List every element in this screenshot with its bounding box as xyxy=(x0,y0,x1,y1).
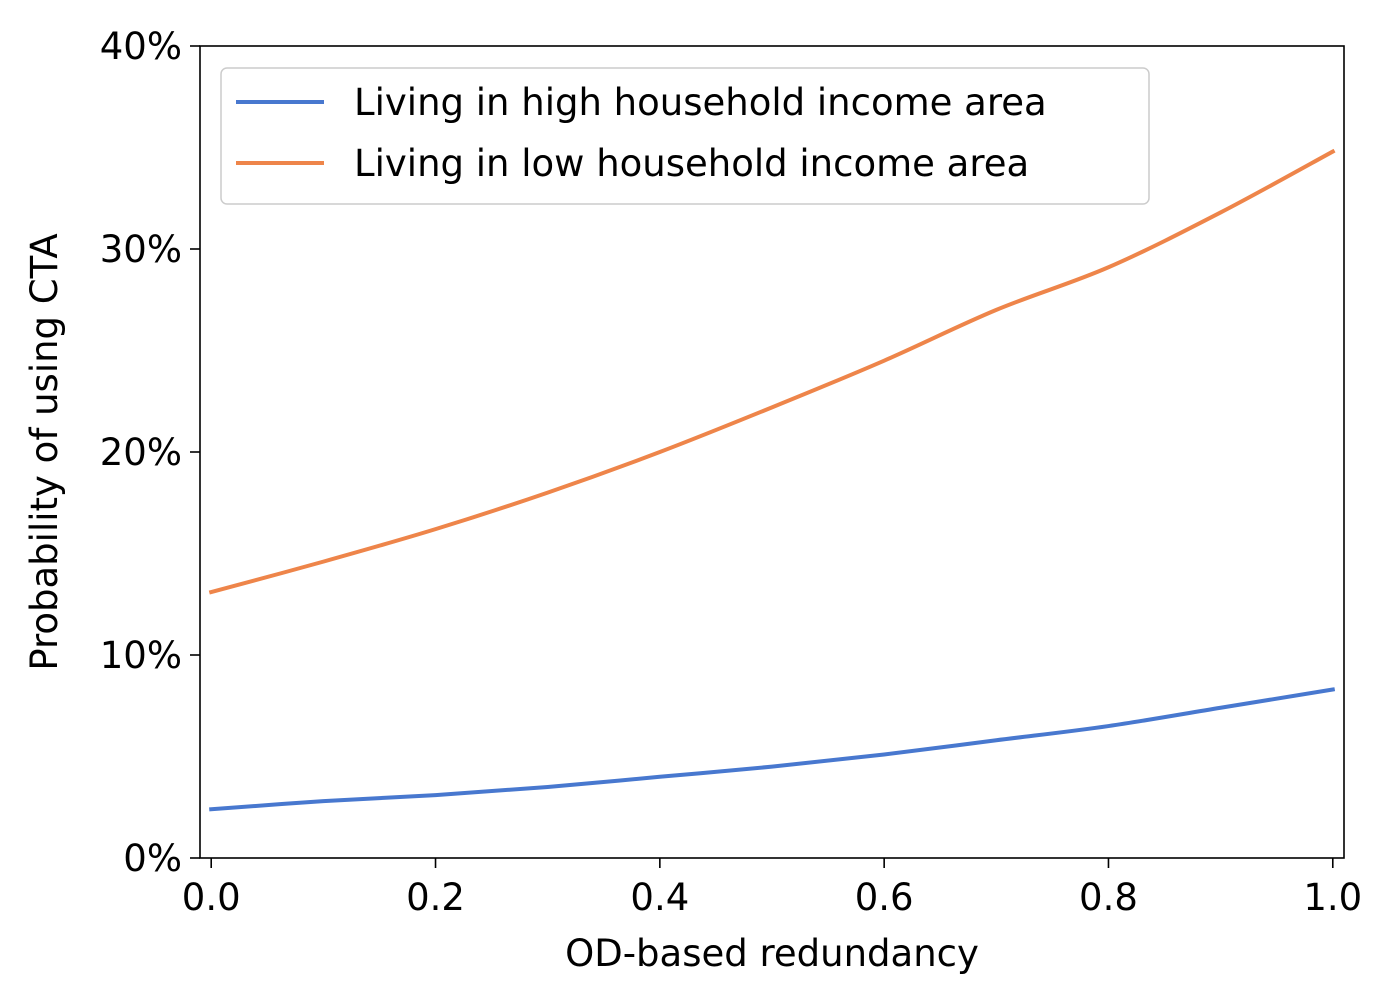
y-tick-label: 0% xyxy=(123,837,182,880)
y-axis-label: Probability of using CTA xyxy=(23,233,66,670)
x-tick-label: 0.2 xyxy=(406,876,465,919)
legend-entry-low-income: Living in low household income area xyxy=(354,142,1029,185)
x-tick-label: 0.6 xyxy=(855,876,914,919)
y-tick-label: 40% xyxy=(100,25,182,68)
y-tick-label: 10% xyxy=(100,634,182,677)
x-tick-label: 0.8 xyxy=(1079,876,1138,919)
legend-box xyxy=(220,67,1150,205)
x-tick-label: 0.0 xyxy=(182,876,241,919)
series-layer xyxy=(208,148,1336,812)
legend-entry-high-income: Living in high household income area xyxy=(354,81,1047,124)
series-line-high-income xyxy=(209,687,1336,812)
x-tick-label: 1.0 xyxy=(1303,876,1362,919)
x-tick-label: 0.4 xyxy=(630,876,689,919)
y-tick-label: 20% xyxy=(100,431,182,474)
legend: Living in high household income area Liv… xyxy=(220,67,1150,205)
y-tick-label: 30% xyxy=(100,228,182,271)
y-axis: 0% 10% 20% 30% 40% xyxy=(100,25,200,880)
x-axis: 0.0 0.2 0.4 0.6 0.8 1.0 xyxy=(182,858,1362,919)
x-axis-label: OD-based redundancy xyxy=(565,932,979,975)
series-line-low-income xyxy=(208,148,1336,595)
